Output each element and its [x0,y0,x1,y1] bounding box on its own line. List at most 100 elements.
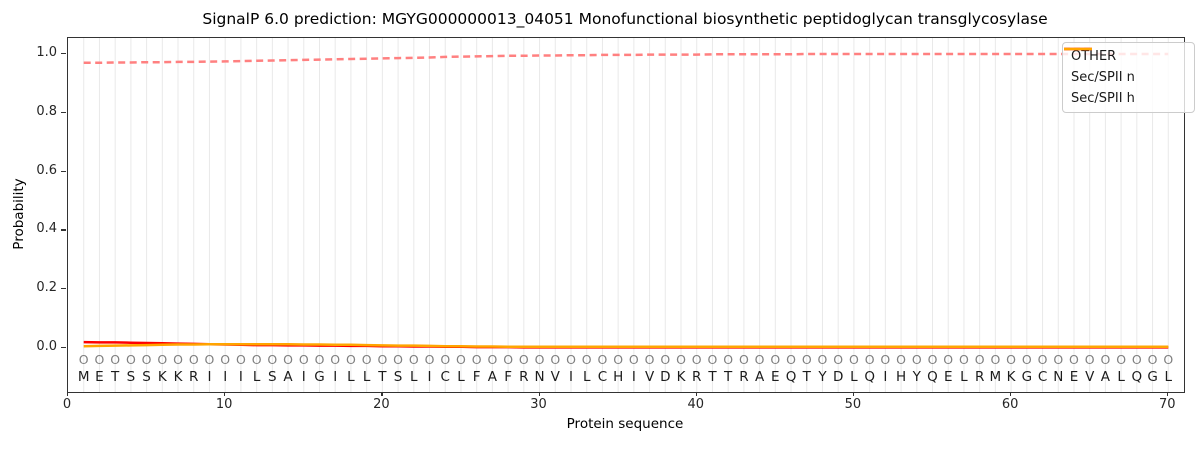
residue-label: O [912,352,922,367]
residue-label: O [818,352,828,367]
x-tick-label: 70 [1159,397,1176,412]
residue-label: O [189,352,199,367]
y-tick-mark [61,170,66,172]
residue-label: O [1132,352,1142,367]
x-tick-mark [1167,392,1169,396]
residue-label: O [1022,352,1032,367]
sequence-letter: G [1147,369,1157,385]
x-tick-mark [1010,392,1012,396]
sequence-letter: S [268,369,277,385]
sequence-letter: T [707,369,717,385]
sequence-letter: R [739,369,748,385]
residue-label: O [440,352,450,367]
sequence-letter: L [960,369,968,385]
sequence-letter: I [632,369,636,385]
sequence-letter: E [944,369,953,385]
x-tick-label: 10 [215,397,233,412]
sequence-letter: F [504,369,512,385]
sequence-letter: T [377,369,387,385]
y-tick-label: 0.0 [36,339,57,354]
sequence-letter: A [755,369,765,385]
residue-label: O [723,352,733,367]
residue-label: O [503,352,513,367]
y-axis-label: Probability [11,178,27,250]
residue-label: O [110,352,120,367]
residue-label: O [660,352,670,367]
sequence-letter: Y [912,369,922,385]
sequence-letter: G [1022,369,1032,385]
residue-label: O [236,352,246,367]
sequence-letter: L [363,369,371,385]
residue-label: O [205,352,215,367]
sequence-letter: R [975,369,984,385]
sequence-letter: V [645,369,655,385]
residue-label: O [676,352,686,367]
residue-label: O [802,352,812,367]
x-tick-mark [852,392,855,396]
x-axis-label: Protein sequence [566,416,684,432]
residue-label: O [1163,352,1173,367]
residue-label: O [1116,352,1126,367]
legend-label-other: OTHER [1071,49,1117,64]
residue-label: O [299,352,309,367]
residue-label: O [566,352,576,367]
sequence-letter: D [660,369,670,385]
residue-label: O [1069,352,1079,367]
sequence-letter: T [723,369,733,385]
sequence-letter: S [394,369,403,385]
sequence-letter: C [441,369,450,385]
y-tick-mark [61,111,66,113]
series-line-other [83,52,1169,65]
legend-entry-sec-spii-h: Sec/SPII h [1064,47,1186,108]
residue-label: O [1006,352,1016,367]
sequence-letter: Q [864,369,875,385]
sequence-letter: S [142,369,151,385]
x-tick-mark [695,392,697,396]
sequence-letter: M [78,369,90,385]
sequence-letter: Q [927,369,938,385]
sec-spii-h-line-sample [1064,47,1092,51]
sequence-letter: I [207,369,211,385]
sequence-letter: I [428,369,432,385]
legend-label-sec-spii-n: Sec/SPII n [1071,70,1135,85]
sequence-letter: R [519,369,528,385]
residue-label: O [1053,352,1063,367]
sequence-letter: T [802,369,812,385]
residue-label: O [425,352,435,367]
residue-label: O [487,352,497,367]
sequence-letter: C [598,369,607,385]
residue-label: O [79,352,89,367]
y-tick-label: 0.2 [36,280,57,296]
sequence-letter: L [457,369,465,385]
sequence-letter: F [473,369,481,385]
sequence-letter: N [534,369,544,385]
sequence-letter: I [223,369,227,385]
sequence-letter: L [1165,369,1173,385]
residue-label: O [472,352,482,367]
sequence-letter: I [302,369,306,385]
sequence-letter: T [110,369,120,385]
residue-label: O [409,352,419,367]
x-tick-label: 30 [530,397,547,412]
sequence-letter: L [253,369,261,385]
x-tick-label: 60 [1001,397,1019,412]
sequence-letter: C [1038,369,1047,385]
sequence-letter: I [569,369,573,385]
residue-label: O [975,352,985,367]
residue-label: O [126,352,136,367]
residue-label: O [315,352,325,367]
residue-label: O [582,352,592,367]
sequence-letter: V [551,369,561,385]
residue-label: O [833,352,843,367]
residue-label: O [267,352,277,367]
sequence-letter: L [850,369,858,385]
residue-label: O [1100,352,1110,367]
sequence-letter: L [583,369,591,385]
sequence-letter: I [239,369,243,385]
residue-label: O [755,352,765,367]
residue-label: O [613,352,623,367]
sequence-letter: E [771,369,780,385]
